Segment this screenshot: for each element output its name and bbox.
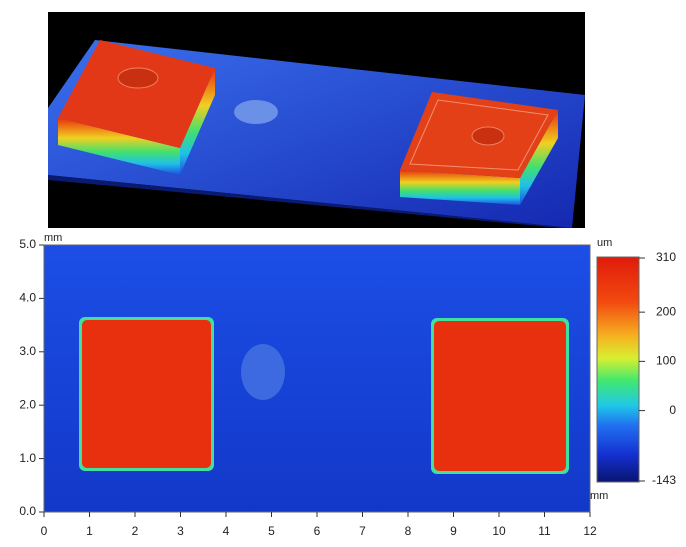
colorbar: um bbox=[596, 237, 640, 483]
y-tick-label: 2.0 bbox=[19, 397, 36, 411]
height-map: mm mm bbox=[43, 232, 608, 513]
x-unit: mm bbox=[590, 490, 608, 502]
x-tick-label: 2 bbox=[132, 524, 139, 538]
x-tick-label: 8 bbox=[405, 524, 412, 538]
x-tick-label: 5 bbox=[268, 524, 275, 538]
x-tick-label: 6 bbox=[314, 524, 321, 538]
x-tick-label: 12 bbox=[583, 524, 597, 538]
colorbar-tick-label: 200 bbox=[656, 304, 676, 318]
3d-render bbox=[48, 12, 585, 228]
colorbar-tick-label: 0 bbox=[669, 403, 676, 417]
y-tick-label: 1.0 bbox=[19, 451, 36, 465]
colorbar-tick-label: 100 bbox=[656, 354, 676, 368]
colorbar-tick-label: -143 bbox=[652, 473, 676, 487]
x-tick-label: 4 bbox=[223, 524, 230, 538]
x-tick-label: 10 bbox=[492, 524, 506, 538]
y-tick-label: 0.0 bbox=[19, 504, 36, 518]
x-tick-label: 3 bbox=[177, 524, 184, 538]
colorbar-tick-label: 310 bbox=[656, 250, 676, 264]
colorbar-unit: um bbox=[597, 237, 612, 249]
y-tick-label: 3.0 bbox=[19, 344, 36, 358]
y-unit: mm bbox=[44, 232, 62, 244]
x-tick-label: 7 bbox=[359, 524, 366, 538]
x-tick-label: 1 bbox=[86, 524, 93, 538]
x-tick-label: 11 bbox=[538, 524, 551, 538]
y-tick-label: 4.0 bbox=[19, 291, 36, 305]
x-tick-label: 0 bbox=[41, 524, 48, 538]
y-tick-label: 5.0 bbox=[19, 237, 36, 251]
x-tick-label: 9 bbox=[450, 524, 457, 538]
